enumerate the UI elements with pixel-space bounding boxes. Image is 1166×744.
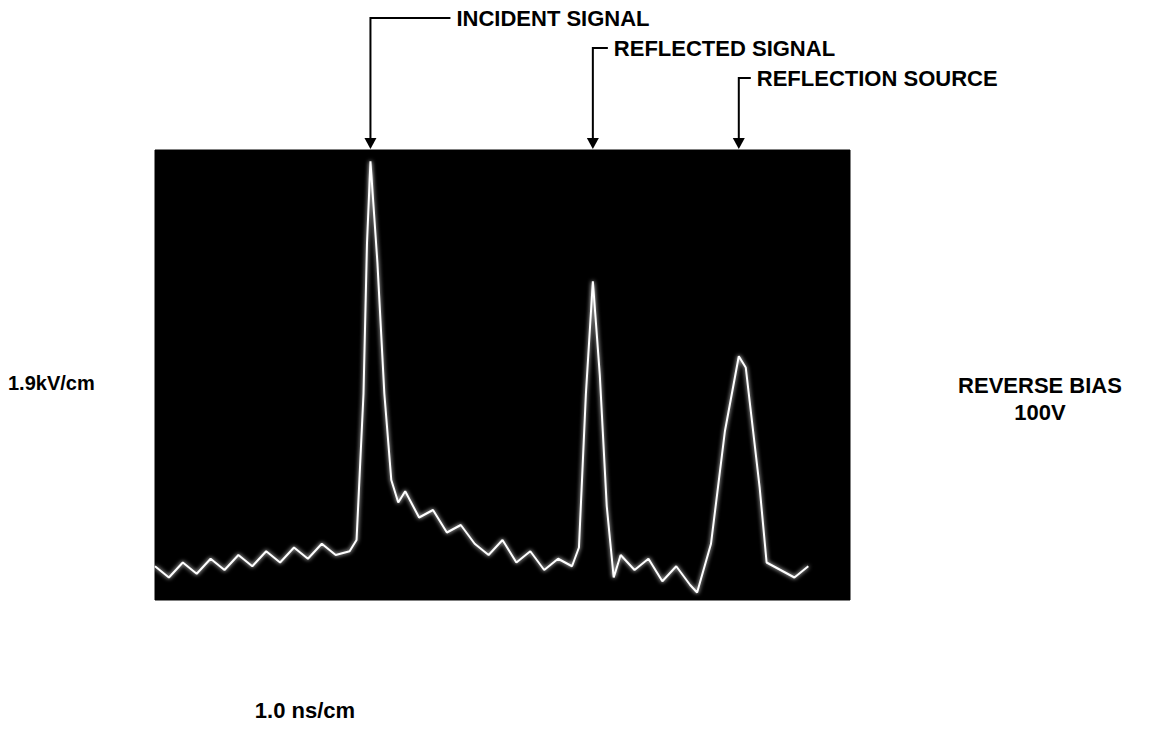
svg-text:REFLECTED SIGNAL: REFLECTED SIGNAL xyxy=(614,36,835,61)
svg-text:100V: 100V xyxy=(1014,400,1066,425)
svg-text:INCIDENT SIGNAL: INCIDENT SIGNAL xyxy=(456,6,649,31)
svg-text:REVERSE BIAS: REVERSE BIAS xyxy=(958,373,1122,398)
svg-text:1.9kV/cm: 1.9kV/cm xyxy=(8,372,95,394)
svg-text:REFLECTION SOURCE: REFLECTION SOURCE xyxy=(757,66,998,91)
svg-text:1.0 ns/cm: 1.0 ns/cm xyxy=(255,698,355,723)
